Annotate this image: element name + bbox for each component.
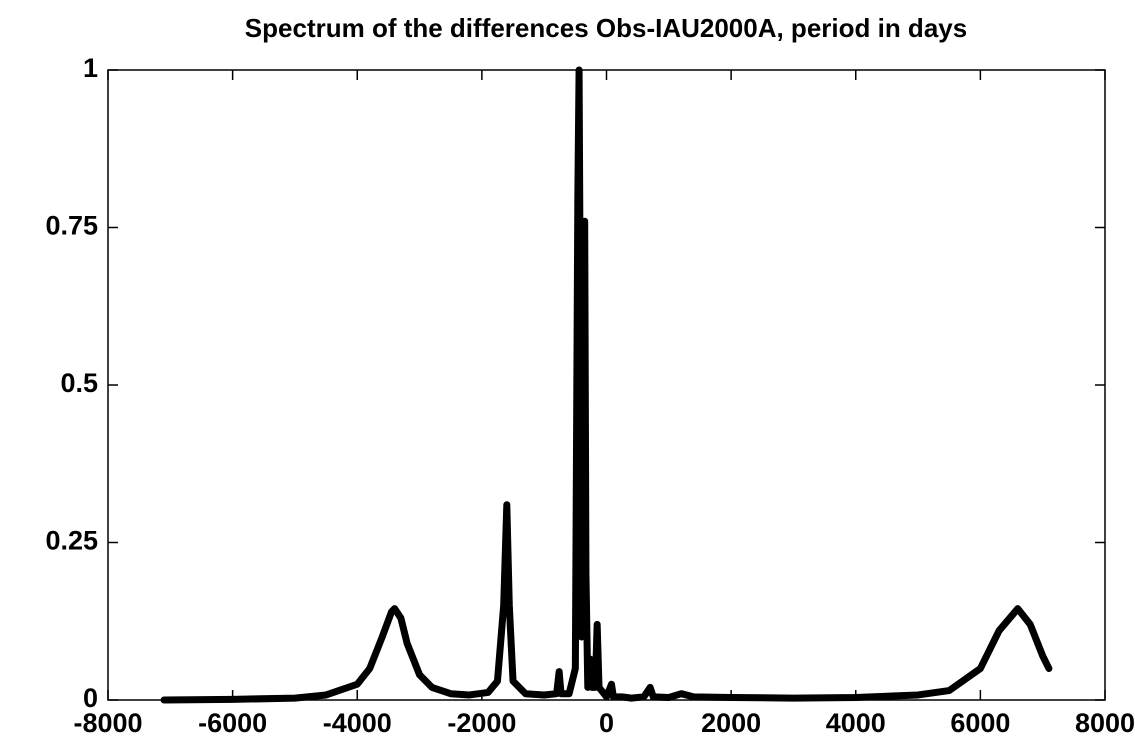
x-tick-label: -4000 bbox=[323, 708, 392, 738]
y-tick-label: 1 bbox=[83, 53, 98, 83]
x-tick-label: 8000 bbox=[1075, 708, 1135, 738]
x-tick-label: 0 bbox=[599, 708, 614, 738]
y-tick-label: 0.75 bbox=[45, 211, 98, 241]
x-tick-label: -2000 bbox=[447, 708, 516, 738]
x-tick-label: 6000 bbox=[950, 708, 1010, 738]
plot-frame bbox=[107, 69, 1106, 701]
data-line bbox=[160, 66, 1053, 704]
y-tick-label: 0.5 bbox=[60, 368, 98, 398]
x-tick-label: 2000 bbox=[701, 708, 761, 738]
x-tick-label: -6000 bbox=[198, 708, 267, 738]
x-tick-label: 4000 bbox=[826, 708, 886, 738]
chart-title: Spectrum of the differences Obs-IAU2000A… bbox=[245, 13, 967, 43]
x-tick-label: -8000 bbox=[73, 708, 142, 738]
y-tick-label: 0 bbox=[83, 683, 98, 713]
y-tick-label: 0.25 bbox=[45, 526, 98, 556]
